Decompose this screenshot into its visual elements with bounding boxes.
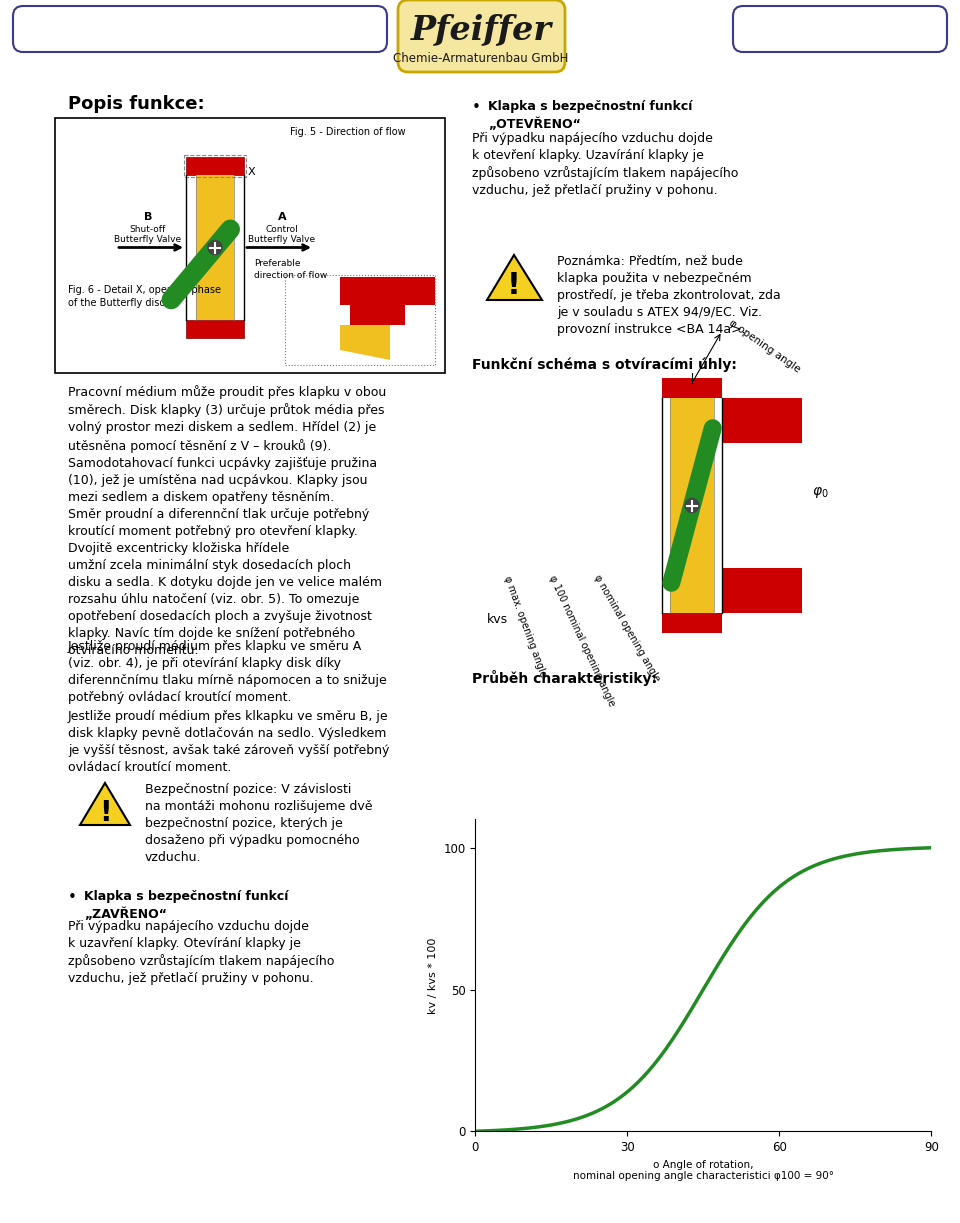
Text: φ max. opening angle: φ max. opening angle bbox=[502, 575, 548, 679]
Text: φ 100 nominal opening angle: φ 100 nominal opening angle bbox=[547, 574, 616, 708]
Text: Control: Control bbox=[266, 225, 299, 234]
Polygon shape bbox=[487, 256, 542, 300]
X-axis label: o Angle of rotation,
nominal opening angle characteristici φ100 = 90°: o Angle of rotation, nominal opening ang… bbox=[573, 1159, 833, 1181]
Text: Chemie-Armaturenbau GmbH: Chemie-Armaturenbau GmbH bbox=[394, 51, 568, 65]
Text: !: ! bbox=[507, 270, 521, 300]
Text: B: B bbox=[144, 212, 153, 221]
Bar bbox=[340, 276, 435, 305]
Bar bbox=[722, 567, 802, 613]
Text: X: X bbox=[248, 168, 255, 177]
Bar bbox=[662, 613, 722, 634]
Text: •: • bbox=[472, 100, 481, 115]
Text: φ opening angle: φ opening angle bbox=[727, 318, 802, 375]
Polygon shape bbox=[340, 325, 390, 360]
Bar bbox=[55, 117, 445, 373]
Text: •: • bbox=[68, 890, 77, 905]
Text: Shut-off: Shut-off bbox=[130, 225, 166, 234]
FancyBboxPatch shape bbox=[733, 6, 947, 53]
Bar bbox=[662, 378, 722, 397]
Text: A: A bbox=[277, 212, 286, 221]
Text: Klapka s bezpečnostní funkcí
„ZAVŘENO“: Klapka s bezpečnostní funkcí „ZAVŘENO“ bbox=[84, 890, 288, 921]
Text: Pracovní médium může proudit přes klapku v obou
směrech. Disk klapky (3) určuje : Pracovní médium může proudit přes klapku… bbox=[68, 385, 386, 657]
Text: !: ! bbox=[99, 799, 111, 827]
Bar bbox=[186, 157, 244, 175]
Text: Fig. 6 - Detail X, opening phase: Fig. 6 - Detail X, opening phase bbox=[68, 285, 221, 295]
Polygon shape bbox=[80, 783, 130, 826]
Text: Poznámka: Předtím, než bude
klapka použita v nebezpečném
prostředí, je třeba zko: Poznámka: Předtím, než bude klapka použi… bbox=[557, 256, 780, 336]
Bar bbox=[722, 397, 802, 443]
Text: Průběh charakteristiky:: Průběh charakteristiky: bbox=[472, 670, 657, 686]
Text: Funkční schéma s otvíracími úhly:: Funkční schéma s otvíracími úhly: bbox=[472, 358, 737, 373]
Text: direction of flow: direction of flow bbox=[254, 270, 327, 280]
Text: Fig. 5 - Direction of flow: Fig. 5 - Direction of flow bbox=[290, 127, 406, 137]
FancyBboxPatch shape bbox=[398, 0, 565, 72]
Bar bbox=[184, 155, 246, 177]
Circle shape bbox=[685, 499, 699, 512]
Text: Butterfly Valve: Butterfly Valve bbox=[114, 235, 181, 243]
Bar bbox=[285, 275, 435, 364]
Text: Bezpečnostní pozice: V závislosti
na montáži mohonu rozlišujeme dvě
bezpečnostní: Bezpečnostní pozice: V závislosti na mon… bbox=[145, 783, 372, 863]
Text: $\varphi_0$: $\varphi_0$ bbox=[812, 486, 828, 500]
Text: Při výpadku napájecího vzduchu dojde
k uzavření klapky. Otevírání klapky je
způs: Při výpadku napájecího vzduchu dojde k u… bbox=[68, 920, 334, 986]
Text: Popis funkce:: Popis funkce: bbox=[68, 95, 204, 113]
Bar bbox=[670, 397, 714, 613]
Text: of the Butterfly disc: of the Butterfly disc bbox=[68, 298, 165, 308]
Bar bbox=[186, 320, 244, 338]
Y-axis label: kv / kvs * 100: kv / kvs * 100 bbox=[427, 937, 438, 1014]
Text: Při výpadku napájecího vzduchu dojde
k otevření klapky. Uzavírání klapky je
způs: Při výpadku napájecího vzduchu dojde k o… bbox=[472, 132, 738, 197]
Bar bbox=[196, 175, 234, 320]
Bar bbox=[350, 303, 405, 325]
Text: Butterfly Valve: Butterfly Valve bbox=[249, 235, 316, 243]
Text: Jestliže proudí médium přes klkapku ve směru B, je
disk klapky pevně dotlačován : Jestliže proudí médium přes klkapku ve s… bbox=[68, 711, 390, 774]
Text: Jestliže proudí médium přes klapku ve směru A
(viz. obr. 4), je při otevírání kl: Jestliže proudí médium přes klapku ve sm… bbox=[68, 640, 387, 704]
Circle shape bbox=[208, 241, 222, 254]
Text: kvs: kvs bbox=[487, 613, 508, 626]
FancyBboxPatch shape bbox=[13, 6, 387, 53]
Text: Klapka s bezpečnostní funkcí
„OTEVŘENO“: Klapka s bezpečnostní funkcí „OTEVŘENO“ bbox=[488, 100, 692, 131]
Text: Preferable: Preferable bbox=[254, 258, 300, 268]
Bar bbox=[472, 378, 922, 648]
Text: φ nominal opening angle: φ nominal opening angle bbox=[592, 574, 661, 684]
Text: Pfeiffer: Pfeiffer bbox=[411, 13, 551, 46]
